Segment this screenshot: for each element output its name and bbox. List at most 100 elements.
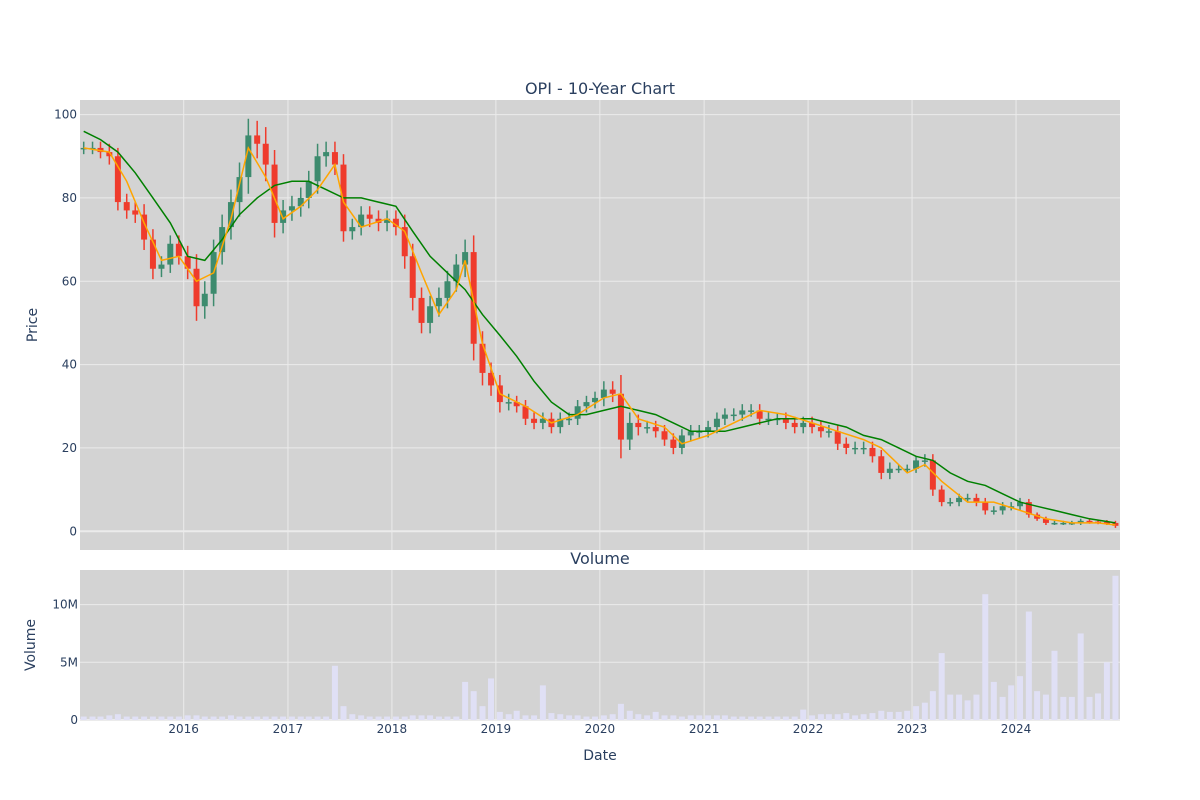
candle-down (479, 343, 486, 373)
candle-up (687, 431, 694, 436)
volume-bar (748, 716, 755, 720)
volume-bar (470, 691, 477, 720)
candle-up (236, 177, 243, 203)
volume-bar (574, 715, 581, 720)
volume-bar (938, 653, 945, 720)
candle-up (566, 418, 573, 421)
volume-bar (149, 716, 156, 720)
candle-down (1042, 518, 1049, 523)
candle-down (661, 431, 668, 440)
volume-bar (557, 714, 564, 720)
volume-bar (444, 716, 451, 720)
volume-bar (964, 700, 971, 720)
volume-bar (921, 702, 928, 720)
candle-down (973, 497, 980, 503)
candle-up (80, 147, 87, 150)
candle-down (1103, 522, 1110, 524)
volume-bar (254, 716, 261, 720)
volume-bar (678, 716, 685, 720)
volume-bar (323, 716, 330, 720)
volume-bar (947, 694, 954, 720)
volume-bar (539, 685, 546, 720)
candle-down (513, 402, 520, 407)
volume-bar (730, 716, 737, 720)
volume-bar (661, 715, 668, 720)
candle-down (869, 447, 876, 457)
volume-bar (340, 706, 347, 720)
volume-bar (1103, 662, 1110, 720)
volume-bar (929, 691, 936, 720)
candle-down (271, 164, 278, 223)
x-tick-label: 2023 (897, 722, 928, 736)
volume-bar (800, 709, 807, 720)
candle-up (227, 202, 234, 228)
candle-up (1077, 520, 1084, 523)
volume-bar (713, 715, 720, 720)
candle-up (592, 397, 599, 403)
candle-down (123, 202, 130, 211)
price-y-axis-title: Price (25, 308, 41, 342)
candle-down (982, 502, 989, 511)
volume-bar (566, 715, 573, 720)
candle-down (1025, 502, 1032, 515)
volume-bar (210, 716, 217, 720)
candle-up (435, 297, 442, 307)
candle-up (956, 497, 963, 503)
volume-bar (375, 716, 382, 720)
candle-up (280, 210, 287, 223)
volume-bar (531, 715, 538, 720)
volume-bar (479, 706, 486, 720)
volume-bar (956, 694, 963, 720)
candle-up (453, 264, 460, 282)
volume-bar (522, 715, 529, 720)
volume-bar (366, 716, 373, 720)
volume-bar (132, 716, 139, 720)
candle-down (817, 427, 824, 432)
volume-y-ticks: 0 5M 10M (52, 598, 78, 727)
candle-up (384, 218, 391, 223)
volume-bar (106, 715, 113, 720)
volume-bar (1086, 696, 1093, 720)
candle-down (193, 268, 200, 307)
x-tick-label: 2020 (585, 722, 616, 736)
candle-up (713, 418, 720, 428)
x-tick-label: 2022 (793, 722, 824, 736)
candle-up (748, 410, 755, 412)
candle-up (288, 206, 295, 211)
volume-bar (141, 716, 148, 720)
candle-down (254, 135, 261, 144)
volume-bar (600, 715, 607, 720)
volume-bar (609, 714, 616, 720)
volume-x-ticks: 2016 2017 2018 2019 2020 2021 2022 2023 2024 (168, 722, 1031, 736)
volume-bar (644, 715, 651, 720)
volume-bar (418, 715, 425, 720)
volume-bar (895, 711, 902, 720)
volume-bar (167, 716, 174, 720)
x-tick-label: 2017 (273, 722, 304, 736)
ma-long-line (83, 130, 1116, 524)
volume-bar (852, 715, 859, 720)
candle-down (141, 214, 148, 240)
volume-grid (80, 570, 1120, 721)
candle-up (730, 414, 737, 417)
candle-up (358, 214, 365, 228)
price-y-tick-label: 40 (62, 358, 77, 372)
candle-down (635, 422, 642, 428)
volume-bar (1077, 633, 1084, 720)
x-tick-label: 2018 (377, 722, 408, 736)
volume-bar (1112, 575, 1119, 720)
volume-bar (462, 681, 469, 720)
candle-down (184, 256, 191, 269)
volume-bar (860, 714, 867, 720)
candle-up (990, 510, 997, 512)
volume-bar (548, 713, 555, 720)
x-tick-label: 2024 (1001, 722, 1032, 736)
volume-bar (652, 711, 659, 720)
volume-bar (1042, 694, 1049, 720)
volume-bar (973, 694, 980, 720)
volume-bar (1034, 691, 1041, 720)
volume-bar (1051, 650, 1058, 720)
candle-down (262, 143, 269, 165)
